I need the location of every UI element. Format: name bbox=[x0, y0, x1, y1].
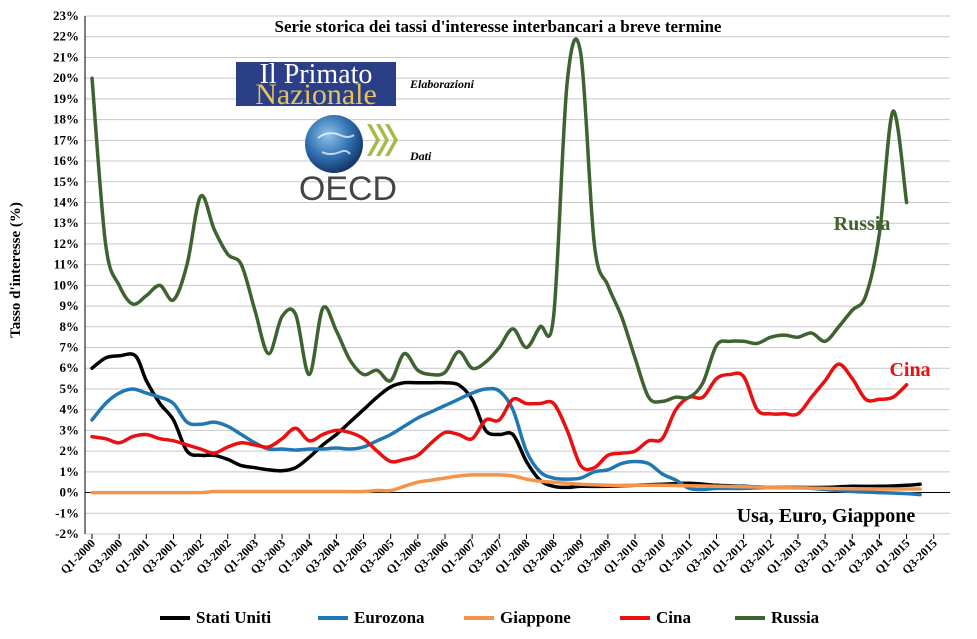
legend-label-eurozona: Eurozona bbox=[354, 608, 425, 627]
y-tick-label: 12% bbox=[53, 236, 79, 251]
legend: Stati Uniti Eurozona Giappone Cina Russia bbox=[160, 608, 820, 627]
legend-label-russia: Russia bbox=[771, 608, 820, 627]
grid bbox=[85, 15, 950, 539]
legend-label-stati-uniti: Stati Uniti bbox=[196, 608, 271, 627]
chart-title: Serie storica dei tassi d'interesse inte… bbox=[275, 17, 722, 36]
y-tick-label: 1% bbox=[60, 464, 80, 479]
chevron-icon bbox=[367, 124, 380, 156]
logo-primato-line1: Il Primato bbox=[260, 59, 373, 90]
y-tick-label: 20% bbox=[53, 70, 79, 85]
y-tick-label: 17% bbox=[53, 132, 79, 147]
y-tick-label: -2% bbox=[55, 526, 79, 541]
y-tick-label: 2% bbox=[60, 443, 80, 458]
y-tick-label: 21% bbox=[53, 49, 79, 64]
y-tick-label: -1% bbox=[55, 505, 79, 520]
dati-label: Dati bbox=[409, 149, 432, 163]
y-tick-label: 6% bbox=[60, 360, 80, 375]
series-line-giappone bbox=[90, 473, 922, 495]
y-axis-ticks: -2% -1% 0% 1% 2% 3% 4% 5% 6% 7% 8% 9% 10% 11% 12% 13% 14… bbox=[53, 8, 79, 541]
y-tick-label: 19% bbox=[53, 91, 79, 106]
annotation-russia: Russia bbox=[834, 213, 891, 235]
legend-label-cina: Cina bbox=[656, 608, 691, 627]
series-line-russia bbox=[90, 37, 909, 404]
annotation-usa-euro-giappone: Usa, Euro, Giappone bbox=[737, 505, 916, 527]
y-tick-label: 16% bbox=[53, 153, 79, 168]
y-axis-title: Tasso d'interesse (%) bbox=[8, 202, 24, 338]
y-tick-label: 11% bbox=[54, 257, 79, 272]
y-tick-label: 22% bbox=[53, 29, 79, 44]
y-tick-label: 13% bbox=[53, 215, 79, 230]
y-tick-label: 3% bbox=[60, 422, 80, 437]
elaborazioni-label: Elaborazioni bbox=[409, 77, 475, 91]
x-axis-ticks: Q1-2000Q3-2000Q1-2001Q3-2001Q1-2002Q3-20… bbox=[58, 536, 940, 577]
logo-oecd-text: OECD bbox=[299, 170, 397, 208]
annotation-cina: Cina bbox=[889, 359, 930, 381]
legend-label-giappone: Giappone bbox=[500, 608, 571, 627]
oecd-logo: OECD bbox=[299, 115, 398, 208]
series-lines bbox=[90, 37, 922, 497]
y-tick-label: 14% bbox=[53, 194, 79, 209]
y-tick-label: 4% bbox=[60, 402, 80, 417]
series-line-eurozona bbox=[90, 386, 922, 497]
y-tick-label: 7% bbox=[60, 340, 80, 355]
y-tick-label: 5% bbox=[60, 381, 80, 396]
globe-icon bbox=[305, 115, 363, 173]
series-line-cina bbox=[90, 362, 909, 472]
logo-primato-line2: Nazionale bbox=[255, 78, 377, 111]
y-tick-label: 10% bbox=[53, 277, 79, 292]
y-tick-label: 15% bbox=[53, 174, 79, 189]
primato-nazionale-logo: Il Primato Nazionale bbox=[236, 59, 396, 111]
y-tick-label: 0% bbox=[60, 485, 80, 500]
y-tick-label: 23% bbox=[53, 8, 79, 23]
y-tick-label: 9% bbox=[60, 298, 80, 313]
y-tick-label: 18% bbox=[53, 112, 79, 127]
y-tick-label: 8% bbox=[60, 319, 80, 334]
